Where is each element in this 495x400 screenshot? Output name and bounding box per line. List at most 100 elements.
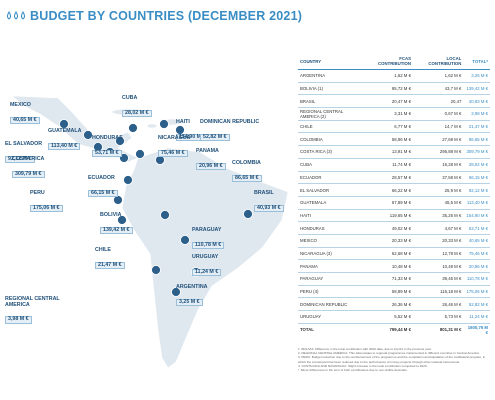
map-label: EL SALVADOR 92,12 M € [5,141,42,164]
table-row: NICARAGUA (3) 62,68 M €12,78 M €75,46 M € [298,247,490,261]
table-row: PANAMA 10,48 M €10,48 M €20,96 M € [298,259,490,273]
table-cell: 5,73 M € [412,310,464,324]
table-cell: 1,62 M € [365,69,413,83]
table-row: CHILE 6,77 M €14,7 M €21,47 M € [298,120,490,134]
table-cell: COLOMBIA [298,132,366,147]
map-label: COSTA RICA 309,79 M € [12,156,45,179]
table-cell: 3,31 M € [365,107,413,121]
table-row: COLOMBIA 58,96 M €27,69 M €86,65 M € [298,132,490,147]
table-cell: 26,46 M € [412,297,464,312]
budget-table: COUNTRY FCAS CONTRIBUTION LOCAL CONTRIBUTI… [298,53,490,336]
map-label-name: GUATEMALA [48,128,82,134]
table-cell: 110,78 M € [463,272,490,286]
table-cell: 66,15 M € [463,171,490,185]
table-row: URUGUAY 5,52 M €5,73 M €11,24 M € [298,310,490,324]
table-cell: 27,69 M € [412,132,464,147]
map-label-name: HAITI [176,119,190,125]
footnote: 4. COSTA RICA AND NICARAGUA: Slight incr… [298,363,428,368]
map-label-value: 21,47 M € [95,261,125,270]
table-cell: 28,57 M € [365,171,413,185]
map-label: CHILE 21,47 M € [95,247,125,270]
map-label-value: 52,82 M € [200,133,230,142]
map-label-value: 92,12 M € [5,155,35,164]
map-label-value: 75,46 M € [158,149,188,158]
map-label-value: 20,96 M € [196,162,226,171]
table-cell: URUGUAY [298,310,366,324]
footnote: 2. REGIONAL CENTRAL AMERICA: This data r… [298,351,480,356]
map-label-value: 40,65 M € [10,116,40,125]
map-label-name: CUBA [122,95,138,101]
table-cell: PANAMA [298,259,366,273]
table-cell: HONDURAS [298,221,366,235]
table-cell: 113,40 M € [463,196,490,210]
table-row: HONDURAS 49,02 M €4,67 M €53,71 M € [298,221,490,235]
footnote: *. Minor differences in the sum of both … [298,367,408,372]
table-cell: 35,26 M € [412,209,464,223]
table-cell: 119,65 M € [365,209,413,223]
map-label-name: BOLIVIA [100,212,122,218]
table-row: ECUADOR 28,57 M €37,58 M €66,15 M € [298,171,490,185]
map-label-value: 139,42 M € [100,226,133,235]
table-cell: 40,93 M € [463,94,490,109]
table-cell: BOLIVIA (1) [298,82,366,96]
table-cell: NICARAGUA (3) [298,247,366,261]
map-label: MEXICO 40,65 M € [10,102,40,125]
table-cell: 10,48 M € [412,259,464,273]
map-label-name: BRASIL [254,190,274,196]
table-cell: 28,02 M € [463,158,490,172]
table-row: GUATEMALA 67,89 M €45,5 M €113,40 M € [298,196,490,210]
table-cell: 20,33 M € [365,234,413,248]
map-label-value: 86,65 M € [232,174,262,183]
table-row: DOMINICAN REPUBLIC 26,36 M €26,46 M €52,8… [298,297,490,312]
table-cell: 25,9 M € [412,183,464,197]
table-row: HAITI 119,65 M €35,26 M €154,90 M € [298,209,490,223]
footnotes: 1. BOLIVIA: Difference in the local cont… [298,347,488,372]
map-label-value: 3,98 M € [5,316,32,324]
map-label: BOLIVIA 139,42 M € [100,212,133,235]
map-label: PANAMA 20,96 M € [196,148,226,171]
total-cell: 801,31 M € [439,327,462,333]
table-cell: 45,5 M € [412,196,464,210]
map-label: DOMINICAN REPUBLIC 52,82 M € [200,119,259,142]
map-label-value: 11,24 M € [192,268,222,277]
table-cell: CUBA [298,158,366,172]
map-label-value: 110,78 M € [192,241,225,250]
table-row: COSTA RICA (3) 13,91 M €295,88 M €309,79 … [298,145,490,159]
map-label-name: MEXICO [10,102,31,108]
table-cell: MEXICO [298,234,366,248]
map-label-name: PERU [30,190,45,196]
footnote: 1. BOLIVIA: Difference in the local cont… [298,347,432,351]
table-cell: 20,47 [412,94,464,109]
map-label-name: NICARAGUA [158,135,191,141]
table-cell: 3,25 M € [463,69,490,83]
total-cell: 799,44 M € [389,327,411,333]
map-label: REGIONAL CENTRAL AMERICA 3,98 M € [5,296,65,325]
table-cell: 16,28 M € [412,158,464,172]
column-header: COUNTRY [298,53,366,70]
table-cell: HAITI [298,209,366,223]
table-cell: 4,67 M € [412,221,464,235]
column-header: LOCAL CONTRIBUTION [412,53,464,70]
table-cell: 66,22 M € [365,183,413,197]
table-cell: 175,06 M € [463,285,490,299]
table-cell: 86,65 M € [463,132,490,147]
map-label-name: PARAGUAY [192,227,222,233]
map-label: GUATEMALA 113,40 M € [48,128,82,151]
map-label-name: COSTA RICA [12,156,45,162]
table-cell: GUATEMALA [298,196,366,210]
map-label-name: CHILE [95,247,111,253]
map-label-name: REGIONAL CENTRAL AMERICA [5,296,60,308]
table-cell: 40,65 M € [463,234,490,248]
map-label-name: COLOMBIA [232,160,261,166]
table-cell: 11,74 M € [365,158,413,172]
map-label-value: 3,25 M € [176,298,203,307]
table-cell: BRASIL [298,94,366,109]
column-header: TOTAL* [463,53,490,70]
table-row: REGIONAL CENTRAL AMERICA (2) 3,31 M €0,67… [298,107,490,121]
table-cell: PARAGUAY [298,272,366,286]
map-label-value: 28,02 M € [122,109,152,118]
title: BUDGET BY COUNTRIES (DECEMBER 2021) [30,9,303,23]
table-cell: 39,45 M € [412,272,464,286]
table-cell: COSTA RICA (3) [298,145,366,159]
